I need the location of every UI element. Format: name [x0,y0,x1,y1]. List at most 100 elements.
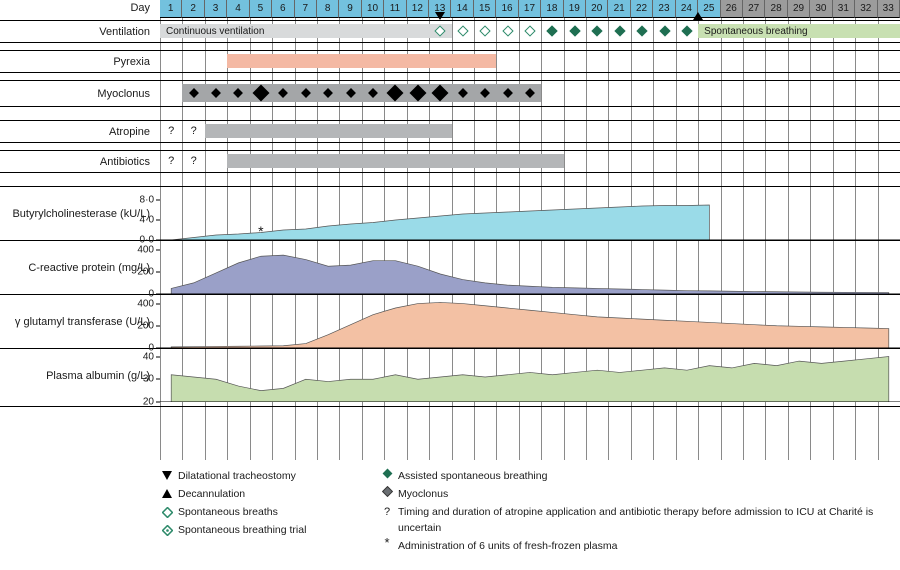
assisted-marker [614,25,625,36]
legend-row: Decannulation [160,486,380,502]
legend-diamond-open-icon [160,507,174,518]
atropine-bar [205,124,452,138]
legend-row: Dilatational tracheostomy [160,468,380,484]
day-cell: 27 [743,0,765,18]
label-column: Day Ventilation Pyrexia Myoclonus Atropine An… [0,0,160,460]
day-cell: 5 [250,0,272,18]
myoclonus-label: Myoclonus [0,88,160,100]
crp-ytick: 400 [126,244,154,255]
legend-diamond-green-filled-icon [380,468,394,479]
legend-text: Administration of 6 units of fresh-froze… [398,538,617,554]
legend-text: Timing and duration of atropine applicat… [398,504,878,536]
day-cell: 8 [317,0,339,18]
pyrexia-bar [227,54,496,68]
day-cell: 12 [407,0,429,18]
pyrexia-label: Pyrexia [0,56,160,68]
day-cell: 3 [205,0,227,18]
legend-asterisk-icon: * [380,538,394,548]
albumin-ytick: 20 [126,397,154,408]
ventilation-label: Ventilation [0,26,160,38]
legend: Dilatational tracheostomy Decannulation Sp… [160,468,900,556]
day-cell: 20 [586,0,608,18]
legend-row: * Administration of 6 units of fresh-froz… [380,538,880,554]
albumin-ytick: 30 [126,374,154,385]
day-cell: 9 [339,0,361,18]
legend-tri-up-filled-icon [160,489,174,499]
albumin-chart [160,352,900,402]
antibiotics-uncertain: ? [168,155,174,167]
spont-breath-marker [524,25,535,36]
day-cell: 23 [653,0,675,18]
butyryl-star: * [258,223,263,239]
tracheostomy-marker [435,12,445,20]
legend-row: Spontaneous breaths [160,504,380,520]
day-cell: 6 [272,0,294,18]
atropine-uncertain: ? [191,125,197,137]
assisted-marker [547,25,558,36]
assisted-marker [592,25,603,36]
antibiotics-label: Antibiotics [0,156,160,168]
legend-diamond-green-dot-icon [160,525,174,536]
day-cell: 7 [295,0,317,18]
crp-ytick: 200 [126,266,154,277]
ggt-chart [160,298,900,348]
spont-breath-marker [457,25,468,36]
atropine-uncertain: ? [168,125,174,137]
day-cell: 32 [855,0,877,18]
day-cell: 22 [631,0,653,18]
day-cell: 31 [833,0,855,18]
day-cell: 33 [878,0,900,18]
day-header: 1234567891011121314151617181920212223242… [160,0,900,18]
legend-row: Spontaneous breathing trial [160,522,380,538]
atropine-label: Atropine [0,126,160,138]
day-cell: 14 [451,0,473,18]
day-cell: 21 [608,0,630,18]
day-cell: 30 [810,0,832,18]
legend-row: Myoclonus [380,486,880,502]
day-cell: 16 [496,0,518,18]
chart-area: Day Ventilation Pyrexia Myoclonus Atropine An… [0,0,900,460]
butyryl-ytick: 8·0 [126,195,154,206]
antibiotics-bar [227,154,563,168]
day-cell: 29 [788,0,810,18]
legend-text: Spontaneous breaths [178,504,278,520]
legend-row: Assisted spontaneous breathing [380,468,880,484]
assisted-marker [636,25,647,36]
day-cell: 19 [564,0,586,18]
day-cell: 17 [519,0,541,18]
decannulation-marker [693,12,703,20]
spont-breath-marker [502,25,513,36]
legend-question-icon: ? [380,504,394,520]
legend-text: Spontaneous breathing trial [178,522,306,538]
chart-root: Day Ventilation Pyrexia Myoclonus Atropine An… [0,0,900,570]
albumin-ytick: 40 [126,351,154,362]
legend-diamond-grey-icon [380,486,394,497]
day-cell: 18 [541,0,563,18]
spont-breath-marker [479,25,490,36]
legend-text: Assisted spontaneous breathing [398,468,547,484]
day-cell: 10 [362,0,384,18]
legend-row: ?Timing and duration of atropine applica… [380,504,880,536]
vent-continuous-label: Continuous ventilation [162,25,264,39]
ggt-ytick: 200 [126,320,154,331]
legend-text: Myoclonus [398,486,448,502]
vent-spont-label: Spontaneous breathing [700,25,807,39]
day-cell: 26 [721,0,743,18]
grid-column: 1234567891011121314151617181920212223242… [160,0,900,460]
day-cell: 11 [384,0,406,18]
day-cell: 28 [765,0,787,18]
assisted-marker [659,25,670,36]
crp-chart [160,244,900,294]
day-cell: 1 [160,0,182,18]
legend-tri-down-filled-icon [160,471,174,481]
assisted-marker [681,25,692,36]
legend-text: Dilatational tracheostomy [178,468,296,484]
butyryl-chart [160,190,900,240]
day-cell: 15 [474,0,496,18]
day-cell: 4 [227,0,249,18]
butyryl-ytick: 4·0 [126,215,154,226]
ggt-ytick: 400 [126,298,154,309]
assisted-marker [569,25,580,36]
legend-text: Decannulation [178,486,245,502]
day-label: Day [0,2,160,14]
